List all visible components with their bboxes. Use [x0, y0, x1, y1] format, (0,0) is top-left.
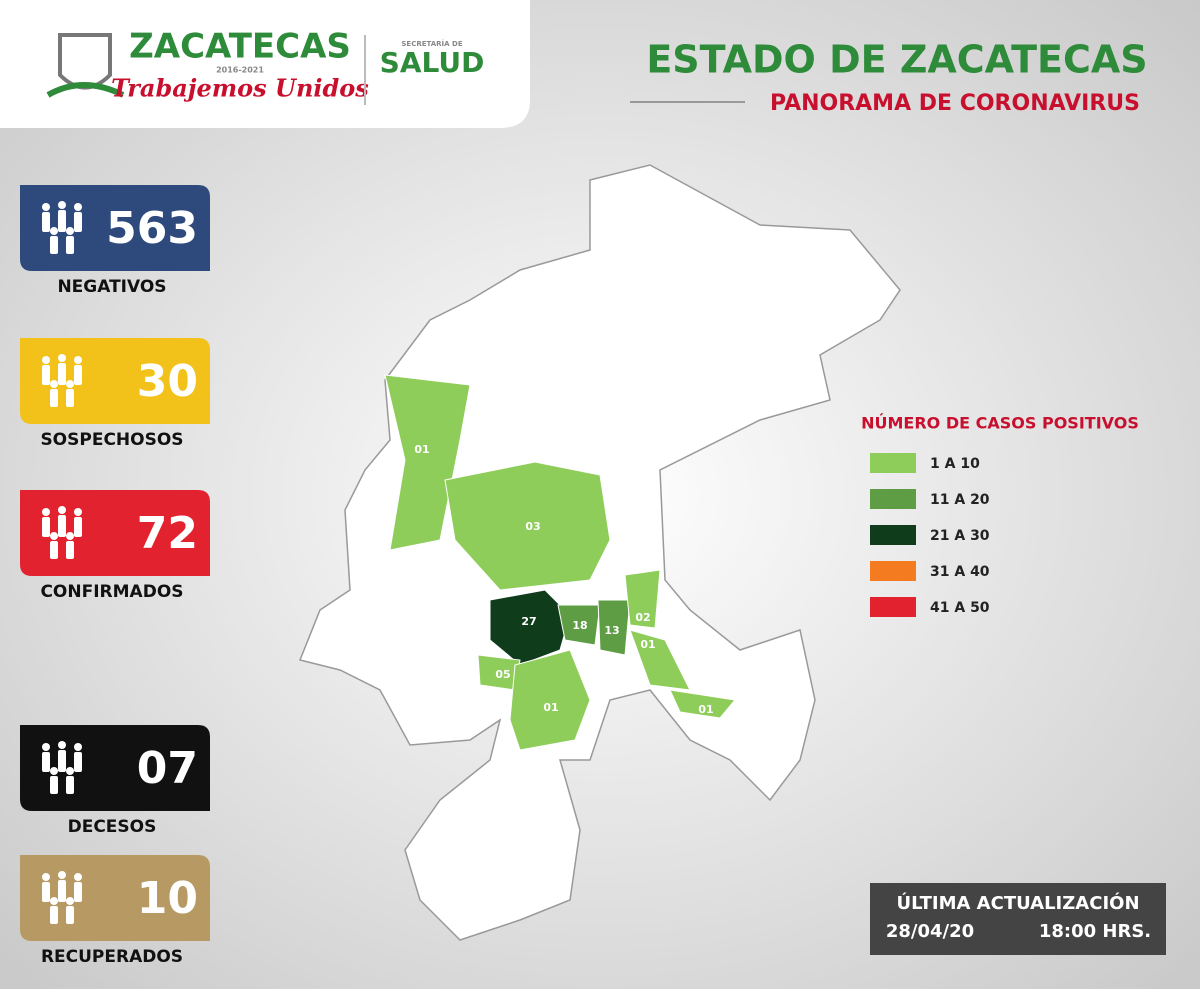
- municipality: [669, 689, 736, 719]
- secretaria: SECRETARÍA DE: [401, 39, 462, 48]
- legend-label: 1 A 10: [930, 456, 980, 472]
- region-label: 02: [635, 611, 650, 624]
- stat-value: 07: [137, 743, 198, 794]
- subtitle: PANORAMA DE CORONAVIRUS: [770, 91, 1140, 116]
- update-box: [870, 883, 1166, 955]
- legend-label: 31 A 40: [930, 564, 990, 580]
- update-date: 28/04/20: [886, 921, 974, 942]
- update-time: 18:00 HRS.: [1039, 921, 1151, 942]
- legend-label: 21 A 30: [930, 528, 990, 544]
- legend-swatch: [870, 489, 916, 509]
- region-label: 01: [640, 638, 655, 651]
- legend-label: 11 A 20: [930, 492, 990, 508]
- municipality: [597, 599, 631, 656]
- region-label: 01: [543, 701, 558, 714]
- stat-value: 30: [137, 356, 198, 407]
- region-label: 01: [414, 443, 429, 456]
- legend-swatch: [870, 597, 916, 617]
- legend-label: 41 A 50: [930, 600, 990, 616]
- municipality: [444, 461, 611, 591]
- title: ESTADO DE ZACATECAS: [646, 38, 1147, 82]
- region-label: 05: [495, 668, 510, 681]
- header-card: [0, 0, 530, 128]
- municipality: [384, 374, 471, 551]
- municipality: [624, 569, 661, 629]
- municipality: [509, 649, 591, 751]
- legend-title: NÚMERO DE CASOS POSITIVOS: [861, 414, 1139, 433]
- legend-swatch: [870, 561, 916, 581]
- region-label: 18: [572, 619, 587, 632]
- brand: ZACATECAS: [129, 27, 351, 67]
- municipality: [557, 604, 601, 646]
- region-label: 03: [525, 520, 540, 533]
- municipality: [489, 589, 571, 666]
- municipality: [629, 629, 691, 691]
- update-title: ÚLTIMA ACTUALIZACIÓN: [896, 892, 1139, 914]
- legend-swatch: [870, 525, 916, 545]
- ribbon: [46, 82, 125, 98]
- stat-value: 10: [137, 873, 198, 924]
- years: 2016-2021: [216, 66, 264, 75]
- salud: SALUD: [380, 46, 485, 79]
- stat-label: RECUPERADOS: [41, 947, 183, 967]
- slogan: Trabajemos Unidos: [111, 74, 369, 103]
- stat-value: 72: [137, 508, 198, 559]
- stat-label: DECESOS: [68, 817, 157, 837]
- stat-label: NEGATIVOS: [57, 277, 166, 297]
- stat-label: SOSPECHOSOS: [40, 430, 183, 450]
- region-label: 13: [604, 624, 619, 637]
- stat-label: CONFIRMADOS: [40, 582, 183, 602]
- stat-value: 563: [106, 203, 198, 254]
- legend-swatch: [870, 453, 916, 473]
- region-label: 01: [698, 703, 713, 716]
- region-label: 27: [521, 615, 536, 628]
